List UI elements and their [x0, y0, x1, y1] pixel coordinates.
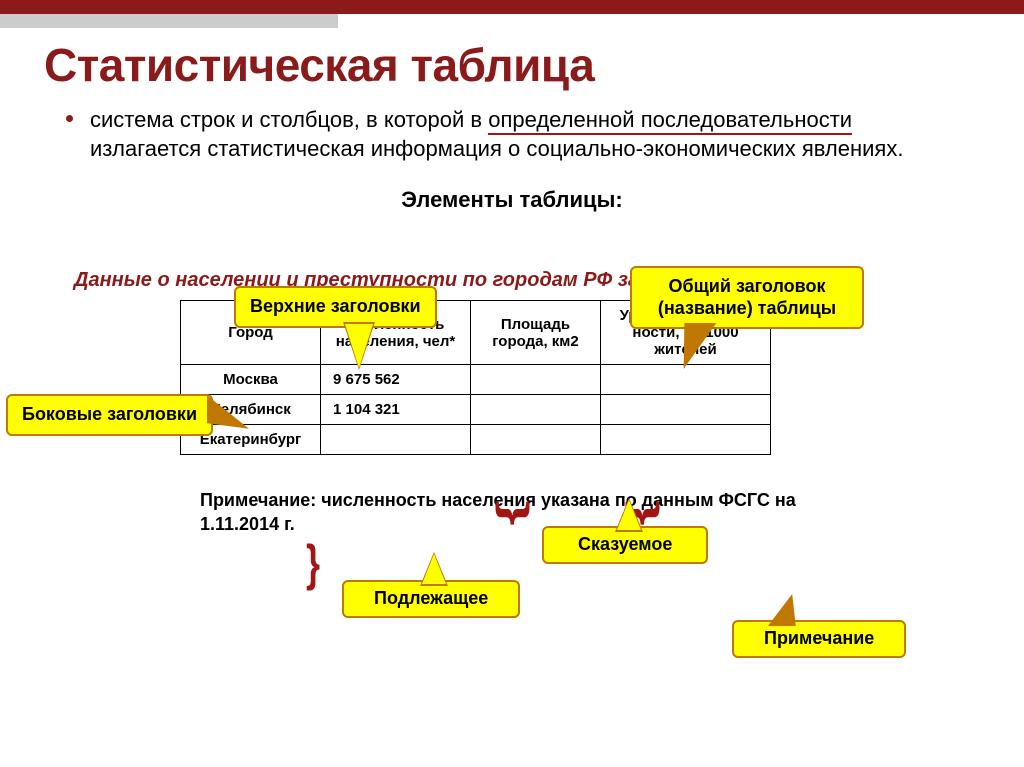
definition-underlined: определенной последовательности — [488, 107, 852, 135]
callout-predicate: Сказуемое — [542, 526, 708, 564]
cell-area — [471, 395, 601, 425]
cell-city: Москва — [181, 365, 321, 395]
cell-population — [321, 425, 471, 455]
callout-tail-icon — [345, 324, 373, 368]
table-row: Екатеринбург — [181, 425, 771, 455]
callout-note: Примечание — [732, 620, 906, 658]
sub-accent-bar — [0, 14, 338, 28]
cell-crime — [601, 395, 771, 425]
callout-overall-title: Общий заголовок (название) таблицы — [630, 266, 864, 329]
callout-tail-icon — [617, 500, 641, 530]
col-area: Площадь города, км2 — [471, 301, 601, 365]
callout-label: Сказуемое — [578, 534, 672, 554]
callout-tail-icon — [770, 596, 803, 624]
table-row: Челябинск 1 104 321 — [181, 395, 771, 425]
cell-area — [471, 365, 601, 395]
cell-crime — [601, 425, 771, 455]
elements-subheading: Элементы таблицы: — [0, 187, 1024, 213]
cell-area — [471, 425, 601, 455]
callout-tail-icon — [422, 554, 446, 584]
callout-label: Боковые заголовки — [22, 404, 197, 424]
definition-text: система строк и столбцов, в которой в оп… — [90, 106, 954, 163]
table-caption: Данные о населении и преступности по гор… — [74, 269, 1024, 292]
table-row: Москва 9 675 562 — [181, 365, 771, 395]
cell-population: 1 104 321 — [321, 395, 471, 425]
callout-label: Верхние заголовки — [250, 296, 421, 316]
callout-label: Общий заголовок (название) таблицы — [658, 276, 836, 318]
cell-crime — [601, 365, 771, 395]
brace-icon: } — [494, 500, 536, 525]
definition-suffix: излагается статистическая информация о с… — [90, 136, 903, 161]
callout-top-headers: Верхние заголовки — [234, 286, 437, 328]
callout-label: Примечание — [764, 628, 874, 648]
top-accent-bar — [0, 0, 1024, 14]
bullet-icon — [66, 115, 73, 122]
brace-icon: } — [306, 534, 320, 593]
definition-prefix: система строк и столбцов, в которой в — [90, 107, 488, 132]
slide-title: Статистическая таблица — [44, 38, 1024, 92]
callout-label: Подлежащее — [374, 588, 488, 608]
callout-side-headers: Боковые заголовки — [6, 394, 213, 436]
callout-subject: Подлежащее — [342, 580, 520, 618]
